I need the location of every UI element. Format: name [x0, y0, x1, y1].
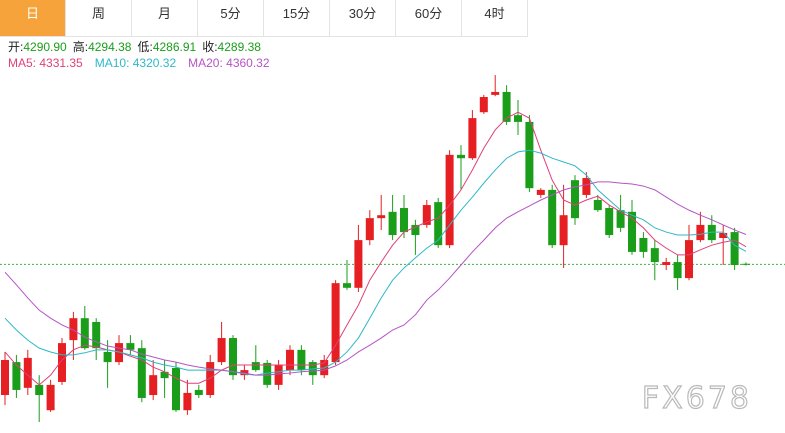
candle-body	[582, 178, 591, 195]
candle-body	[274, 365, 283, 385]
candle-body	[103, 351, 112, 363]
candle-body	[730, 232, 739, 266]
candle-body	[559, 215, 568, 246]
info-label: 开:	[8, 40, 24, 54]
info-label: 低:	[137, 40, 153, 54]
candle-body	[491, 91, 500, 95]
candle-body	[46, 384, 55, 411]
info-value: 4290.90	[23, 40, 67, 54]
candle-body	[365, 218, 374, 241]
candle-body	[696, 224, 705, 241]
candle-body	[685, 240, 693, 279]
period-tab[interactable]: 4时	[462, 0, 528, 36]
candle-body	[92, 321, 101, 349]
candle-body	[673, 262, 682, 279]
candle-body	[445, 154, 454, 246]
period-tabs: 日周月 5分 15分 30分 60分 4时	[0, 0, 528, 37]
candle-body	[58, 343, 66, 382]
period-tab[interactable]: 15分	[264, 0, 330, 36]
candle-body	[502, 91, 511, 122]
candle-body	[217, 338, 226, 363]
candle-body	[354, 240, 363, 288]
info-value: 4289.38	[217, 40, 261, 54]
candle-body	[80, 318, 89, 349]
period-tab[interactable]: 日	[0, 0, 66, 36]
candle-body	[286, 349, 294, 371]
info-value: 4294.38	[88, 40, 132, 54]
info-panel: 开:4290.90 高:4294.38 低:4286.91 收:4289.38 MA5…	[8, 39, 282, 71]
candle-body	[422, 205, 431, 225]
candle-body	[400, 208, 408, 233]
candle-body	[172, 367, 180, 411]
ma-legend-entry: MA10: 4320.32	[94, 56, 177, 70]
period-tab[interactable]: 月	[132, 0, 198, 36]
candle-body	[536, 189, 545, 195]
ma-line	[4, 149, 747, 376]
period-tab[interactable]: 周	[66, 0, 132, 36]
candle-body	[628, 211, 636, 252]
candle-body	[434, 202, 443, 246]
candle-body	[571, 180, 579, 219]
period-tab[interactable]: 60分	[396, 0, 462, 36]
candle-body	[525, 121, 534, 189]
candle-body	[297, 349, 306, 371]
candle-body	[263, 362, 272, 385]
period-tab[interactable]: 30分	[330, 0, 396, 36]
info-label: 高:	[72, 40, 89, 54]
candle-body	[35, 384, 44, 396]
ma-line	[4, 111, 747, 386]
candle-body	[23, 357, 32, 388]
candle-body	[457, 154, 465, 159]
candle-body	[160, 371, 169, 379]
ma-line	[4, 181, 747, 376]
candle-body	[183, 392, 192, 411]
candle-body	[194, 389, 203, 396]
candle-body	[605, 208, 614, 236]
candle-body	[1, 359, 9, 396]
info-value: 4286.91	[152, 40, 197, 54]
ma-legend: MA5: 4331.35 MA10: 4320.32 MA20: 4360.32	[8, 55, 282, 71]
candle-body	[331, 283, 340, 363]
ohlc-row: 开:4290.90 高:4294.38 低:4286.91 收:4289.38	[8, 39, 282, 55]
candle-body	[411, 224, 420, 236]
candle-body	[126, 343, 135, 350]
candle-body	[377, 215, 386, 219]
candle-body	[388, 211, 397, 236]
candle-body	[662, 262, 671, 266]
candle-body	[742, 263, 750, 265]
candle-body	[593, 200, 602, 211]
candle-body	[514, 115, 522, 122]
watermark: FX678	[642, 381, 752, 416]
candle-body	[468, 118, 477, 159]
candle-body	[137, 348, 146, 398]
candle-body	[229, 338, 237, 376]
candle-body	[639, 237, 648, 252]
candle-body	[650, 248, 659, 263]
info-label: 收:	[202, 40, 218, 54]
candle-body	[69, 318, 78, 341]
candle-body	[251, 362, 260, 371]
candle-body	[719, 232, 728, 238]
period-tab[interactable]: 5分	[198, 0, 264, 36]
candle-body	[12, 362, 21, 390]
ma-legend-entry: MA20: 4360.32	[188, 56, 270, 70]
candle-body	[115, 343, 123, 363]
candle-body	[616, 210, 625, 228]
ma-legend-entry: MA5: 4331.35	[8, 56, 83, 70]
candle-body	[548, 189, 557, 246]
candle-body	[479, 97, 488, 113]
candle-body	[343, 283, 351, 288]
candle-body	[149, 375, 158, 396]
